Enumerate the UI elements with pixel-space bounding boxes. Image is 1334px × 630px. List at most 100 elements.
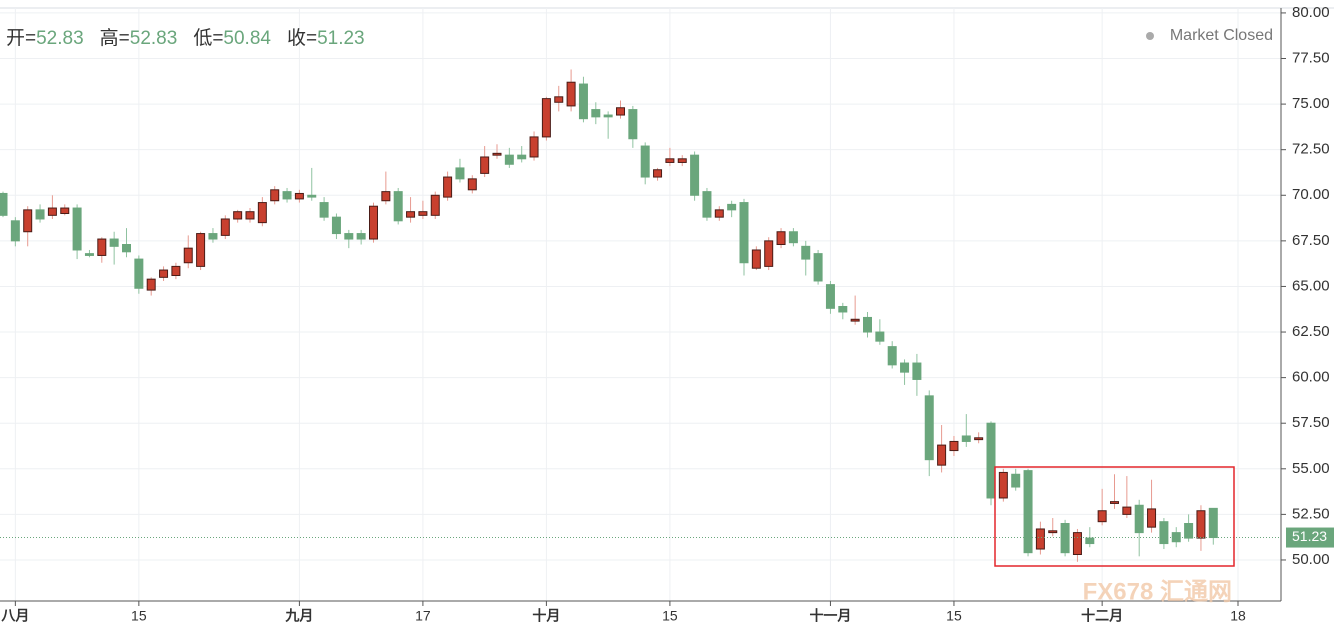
x-tick-label: 15 [131, 608, 147, 624]
x-tick-label: 十二月 [1081, 608, 1123, 624]
candle-body [480, 156, 490, 174]
candle-body [764, 240, 774, 267]
last-price-box [1286, 527, 1334, 548]
ohlc-value: 52.83 [36, 28, 84, 49]
y-tick-label: 70.00 [1292, 186, 1330, 203]
candle-body [84, 253, 94, 256]
candle-body [331, 216, 341, 235]
candle-body [727, 203, 737, 211]
candle-body [1048, 530, 1058, 534]
candle-body [23, 209, 33, 233]
candle-body [109, 238, 119, 247]
ohlc-header: 开= 52.83 高= 52.83 低= 50.84 收= 51.23 [6, 27, 365, 49]
candle-body [344, 233, 354, 240]
candle-body [171, 265, 181, 277]
candle-body [356, 233, 366, 240]
candle-body [776, 231, 786, 246]
x-tick-label: 18 [1230, 608, 1246, 624]
candle-body [0, 192, 8, 216]
candle-body [146, 278, 156, 291]
candle-body [1196, 510, 1206, 539]
candle-body [1011, 473, 1021, 488]
candle-body [690, 154, 700, 196]
candle-body [1110, 501, 1119, 504]
candle-body [998, 471, 1008, 499]
plot [0, 69, 1281, 562]
candle-body [294, 192, 304, 200]
candle-body [159, 269, 169, 278]
status-text: Market Closed [1170, 27, 1273, 44]
candle-body [974, 437, 984, 441]
candle-body [220, 218, 230, 236]
candle-body [603, 114, 613, 118]
y-tick-label: 62.50 [1292, 323, 1330, 340]
candle-body [529, 136, 539, 158]
y-tick-label: 80.00 [1292, 4, 1330, 21]
y-tick-label: 65.00 [1292, 277, 1330, 294]
candle-body [825, 284, 835, 309]
candle-body [628, 109, 638, 140]
candle-body [196, 233, 206, 267]
candle-body [813, 253, 823, 282]
ohlc-value: 50.84 [223, 28, 271, 49]
candle-body [1035, 528, 1045, 550]
candle-body [455, 167, 465, 180]
candle-body [1060, 523, 1070, 554]
y-tick-label: 55.00 [1292, 460, 1330, 477]
candle-body [60, 207, 70, 215]
candle-body [1147, 508, 1157, 528]
candle-body [863, 316, 872, 333]
x-tick-label: 十月 [532, 608, 560, 624]
y-tick-label: 72.50 [1292, 141, 1330, 158]
candle-body [801, 245, 811, 260]
y-tick-label: 75.00 [1292, 95, 1330, 112]
candle-body [1072, 532, 1082, 556]
candle-body [838, 306, 848, 313]
x-tick-label: 17 [415, 608, 431, 624]
ohlc-label: 收= [287, 27, 317, 49]
y-tick-label: 57.50 [1292, 414, 1330, 431]
candle-body [1023, 470, 1033, 554]
candle-body [282, 191, 292, 200]
candle-body [961, 435, 971, 442]
candle-body [381, 191, 391, 202]
candle-body [1134, 504, 1144, 534]
candle-body [369, 205, 378, 240]
candle-body [887, 346, 897, 366]
candle-body [430, 194, 440, 216]
candle-body [653, 169, 663, 178]
y-tick-label: 77.50 [1292, 49, 1330, 66]
candle-body [714, 209, 724, 218]
candle-body [1122, 506, 1132, 515]
candle-body [875, 331, 885, 342]
candle-body [850, 318, 860, 322]
x-tick-label: 十一月 [809, 608, 851, 624]
candle-body [97, 238, 107, 256]
candle-body [208, 233, 218, 240]
candle-body [677, 158, 687, 163]
candle-body [35, 209, 45, 220]
candle-body [406, 211, 416, 218]
candle-body [122, 244, 131, 253]
candle-body [986, 422, 996, 499]
candle-body [702, 191, 712, 218]
y-tick-label: 67.50 [1292, 232, 1330, 249]
candle-body [47, 207, 57, 216]
x-tick-label: 八月 [0, 608, 29, 624]
highlight-box [994, 466, 1235, 567]
candle-body [578, 83, 588, 120]
candle-body [418, 211, 428, 216]
candle-body [467, 178, 477, 191]
ohlc-label: 开= [6, 28, 36, 49]
watermark: FX678 汇通网 [1083, 578, 1232, 605]
ohlc-label: 低= [193, 27, 223, 49]
candle-body [665, 158, 675, 163]
x-tick-label: 15 [662, 608, 678, 624]
candle-body [517, 154, 527, 160]
candle-body [270, 189, 280, 202]
candle-body [1097, 510, 1107, 523]
ohlc-value: 51.23 [317, 28, 365, 49]
candle-body [912, 362, 922, 380]
